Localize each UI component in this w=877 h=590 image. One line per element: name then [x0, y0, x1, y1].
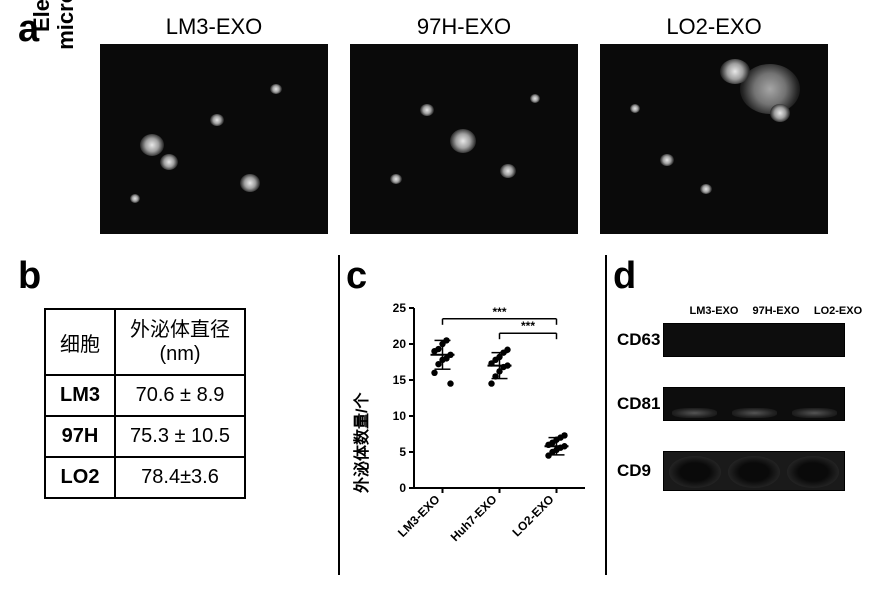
em-col-lm3: LM3-EXO — [100, 14, 328, 234]
svg-text:***: *** — [521, 319, 535, 333]
figure-container: a Electron microscope LM3-EXO 97H-EXO — [0, 0, 877, 590]
svg-text:***: *** — [492, 305, 506, 319]
svg-text:LO2-EXO: LO2-EXO — [509, 492, 556, 539]
em-label-line2: microscope — [53, 0, 78, 50]
em-col-97h: 97H-EXO — [350, 14, 578, 234]
lane-header: 97H-EXO — [747, 305, 805, 317]
blot-marker-label: CD63 — [617, 330, 663, 350]
svg-text:Huh7-EXO: Huh7-EXO — [448, 492, 500, 544]
table-row: 97H 75.3 ± 10.5 — [45, 416, 245, 457]
table-header-row: 细胞 外泌体直径 (nm) — [45, 309, 245, 375]
svg-text:25: 25 — [393, 303, 407, 315]
blot-bands — [663, 387, 845, 421]
table-row: LO2 78.4±3.6 — [45, 457, 245, 498]
blot-marker-label: CD81 — [617, 394, 663, 414]
blot-lane-headers: LM3-EXO 97H-EXO LO2-EXO — [667, 305, 867, 317]
exosome-diameter-table: 细胞 外泌体直径 (nm) LM3 70.6 ± 8.9 97H 75.3 ± … — [44, 308, 246, 499]
electron-microscope-label: Electron microscope — [30, 0, 78, 73]
scatter-svg: 0 5 10 15 20 25 LM3-EXOHuh7-EXOLO2-EXO *** *** — [390, 303, 590, 563]
table-cell-value: 78.4±3.6 — [115, 457, 245, 498]
table-cell-name: LM3 — [45, 375, 115, 416]
scatter-chart: 外泌体数量/个 0510152025LM3-EXOHuh7-EXOLO2-EXO… — [354, 303, 594, 573]
panel-b-label: b — [18, 255, 318, 298]
svg-text:20: 20 — [393, 337, 407, 351]
em-image-lo2 — [600, 44, 828, 234]
em-image-lm3 — [100, 44, 328, 234]
panel-c-label: c — [346, 255, 367, 298]
panel-d: d LM3-EXO 97H-EXO LO2-EXO CD63 CD81 CD — [605, 255, 870, 575]
em-title: LM3-EXO — [166, 14, 263, 40]
lane-header: LO2-EXO — [809, 305, 867, 317]
table-cell-name: 97H — [45, 416, 115, 457]
blot-bands — [663, 323, 845, 357]
em-label-line1: Electron — [29, 0, 54, 32]
lane-header: LM3-EXO — [685, 305, 743, 317]
svg-text:15: 15 — [393, 373, 407, 387]
western-blot: LM3-EXO 97H-EXO LO2-EXO CD63 CD81 CD9 — [617, 305, 867, 521]
em-image-97h — [350, 44, 578, 234]
em-col-lo2: LO2-EXO — [600, 14, 828, 234]
plot-area: 0510152025LM3-EXOHuh7-EXOLO2-EXO****** — [390, 303, 590, 503]
chart-ylabel: 外泌体数量/个 — [348, 393, 372, 493]
blot-row-cd9: CD9 — [617, 451, 867, 491]
em-image-row: LM3-EXO 97H-EXO — [100, 14, 828, 234]
table-header-cell: 细胞 — [45, 309, 115, 375]
panel-c: c 外泌体数量/个 0 5 10 15 20 25 LM3-EXOHuh7-EXOLO2-E… — [338, 255, 598, 575]
blot-row-cd81: CD81 — [617, 387, 867, 421]
blot-row-cd63: CD63 — [617, 323, 867, 357]
table-cell-value: 70.6 ± 8.9 — [115, 375, 245, 416]
table-cell-value: 75.3 ± 10.5 — [115, 416, 245, 457]
panel-d-label: d — [613, 255, 636, 298]
svg-text:LM3-EXO: LM3-EXO — [395, 492, 443, 540]
blot-marker-label: CD9 — [617, 461, 663, 481]
blot-bands — [663, 451, 845, 491]
table-cell-name: LO2 — [45, 457, 115, 498]
svg-text:5: 5 — [399, 445, 406, 459]
panel-a: a Electron microscope LM3-EXO 97H-EXO — [18, 8, 858, 233]
panel-b: b 细胞 外泌体直径 (nm) LM3 70.6 ± 8.9 97H 75.3 … — [18, 255, 318, 499]
em-title: LO2-EXO — [666, 14, 761, 40]
em-title: 97H-EXO — [417, 14, 511, 40]
svg-text:10: 10 — [393, 409, 407, 423]
svg-text:0: 0 — [399, 481, 406, 495]
table-row: LM3 70.6 ± 8.9 — [45, 375, 245, 416]
table-header-cell: 外泌体直径 (nm) — [115, 309, 245, 375]
